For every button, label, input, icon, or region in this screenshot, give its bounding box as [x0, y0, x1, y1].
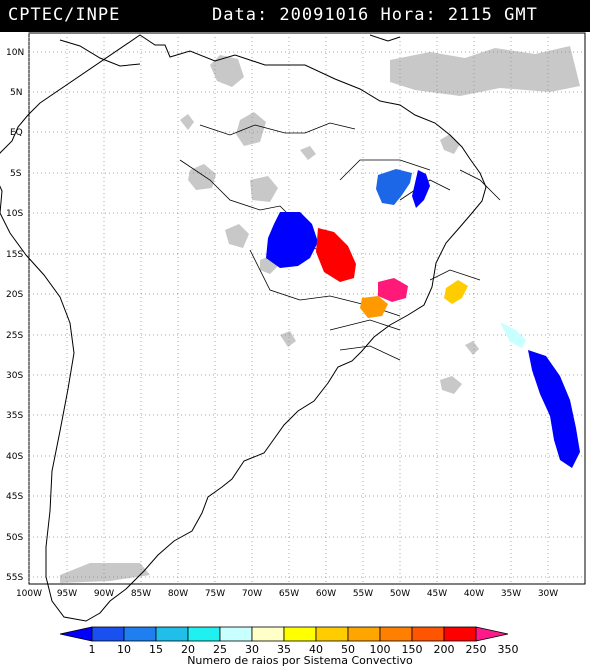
lon-label: 65W [279, 589, 299, 599]
lon-label: 45W [427, 589, 447, 599]
lon-label: 60W [316, 589, 336, 599]
map-frame [28, 32, 586, 585]
colorbar-tick-label: 15 [149, 643, 163, 656]
lat-label: 55S [6, 573, 23, 583]
system-nordeste-brasil [376, 169, 412, 205]
colorbar-swatch [283, 626, 317, 642]
colorbar-swatch [219, 626, 253, 642]
colorbar-swatch [347, 626, 381, 642]
grid [28, 33, 585, 584]
lon-label: 95W [57, 589, 77, 599]
system-mato-grosso [316, 228, 356, 282]
longitude-labels: 100W 95W 90W 85W 80W 75W 70W 65W 60W 55W… [16, 589, 558, 599]
lat-label: 10S [6, 209, 23, 219]
lat-label: 15S [6, 250, 23, 260]
colorbar-tick-label: 100 [370, 643, 391, 656]
colorbar-swatch [411, 626, 445, 642]
system-mato-grosso-sul [378, 278, 408, 302]
lat-label: 45S [6, 492, 23, 502]
colorbar-tick-label: 50 [341, 643, 355, 656]
colorbar-swatch [123, 626, 157, 642]
colorbar-arrow-left [59, 626, 93, 642]
source-label: CPTEC/INPE [8, 5, 121, 25]
lon-label: 55W [353, 589, 373, 599]
colorbar-title: Numero de raios por Sistema Convectivo [187, 654, 413, 667]
datetime-label: Data: 20091016 Hora: 2115 GMT [212, 5, 538, 25]
colorbar-tick-label: 30 [245, 643, 259, 656]
coastlines [0, 34, 487, 622]
lat-label: 5S [10, 169, 22, 179]
latitude-labels: 10N 5N EQ 5S 10S 15S 20S 25S 30S 35S 40S… [6, 48, 24, 583]
lat-label: 10N [6, 48, 24, 58]
system-atlantico-norte [500, 322, 526, 348]
lon-label: 30W [538, 589, 558, 599]
lon-label: 70W [242, 589, 262, 599]
colorbar-tick-label: 25 [213, 643, 227, 656]
colorbar-tick-label: 150 [402, 643, 423, 656]
lat-label: 20S [6, 290, 23, 300]
colorbar-swatch [155, 626, 189, 642]
colorbar-tick-label: 1 [89, 643, 96, 656]
lat-label: 25S [6, 331, 23, 341]
colorbar-tick-label: 35 [277, 643, 291, 656]
lon-label: 75W [205, 589, 225, 599]
colorbar-tick-label: 350 [498, 643, 519, 656]
colorbar [59, 626, 509, 642]
lat-label: 35S [6, 411, 23, 421]
colorbar-labels: 1 10 15 20 25 30 35 40 50 100 150 200 250 350 [89, 643, 519, 656]
system-nordeste-east [412, 170, 430, 208]
colorbar-tick-label: 20 [181, 643, 195, 656]
convective-systems [266, 169, 580, 468]
colorbar-arrow-right [475, 626, 509, 642]
colorbar-swatch [187, 626, 221, 642]
title-bar: CPTEC/INPE Data: 20091016 Hora: 2115 GMT [0, 0, 590, 32]
colorbar-swatch [443, 626, 477, 642]
lat-label: 40S [6, 452, 23, 462]
system-parana [360, 296, 388, 318]
lat-label: 50S [6, 533, 23, 543]
lon-label: 80W [168, 589, 188, 599]
lon-label: 90W [94, 589, 114, 599]
lon-label: 40W [464, 589, 484, 599]
colorbar-tick-label: 40 [309, 643, 323, 656]
lat-label: 5N [10, 88, 22, 98]
colorbar-tick-label: 10 [117, 643, 131, 656]
lon-label: 100W [16, 589, 42, 599]
system-atlantico-sul [528, 350, 580, 468]
colorbar-swatch [91, 626, 125, 642]
lat-label: 30S [6, 371, 23, 381]
colorbar-swatch [315, 626, 349, 642]
system-minas-gerais [444, 280, 468, 304]
colorbar-tick-label: 200 [434, 643, 455, 656]
lon-label: 85W [131, 589, 151, 599]
lon-label: 35W [501, 589, 521, 599]
colorbar-swatch [379, 626, 413, 642]
colorbar-swatch [251, 626, 285, 642]
lat-label: EQ [10, 128, 23, 138]
system-rondonia [266, 212, 318, 268]
colorbar-tick-label: 250 [466, 643, 487, 656]
lon-label: 50W [390, 589, 410, 599]
cloud-layer [60, 46, 580, 583]
